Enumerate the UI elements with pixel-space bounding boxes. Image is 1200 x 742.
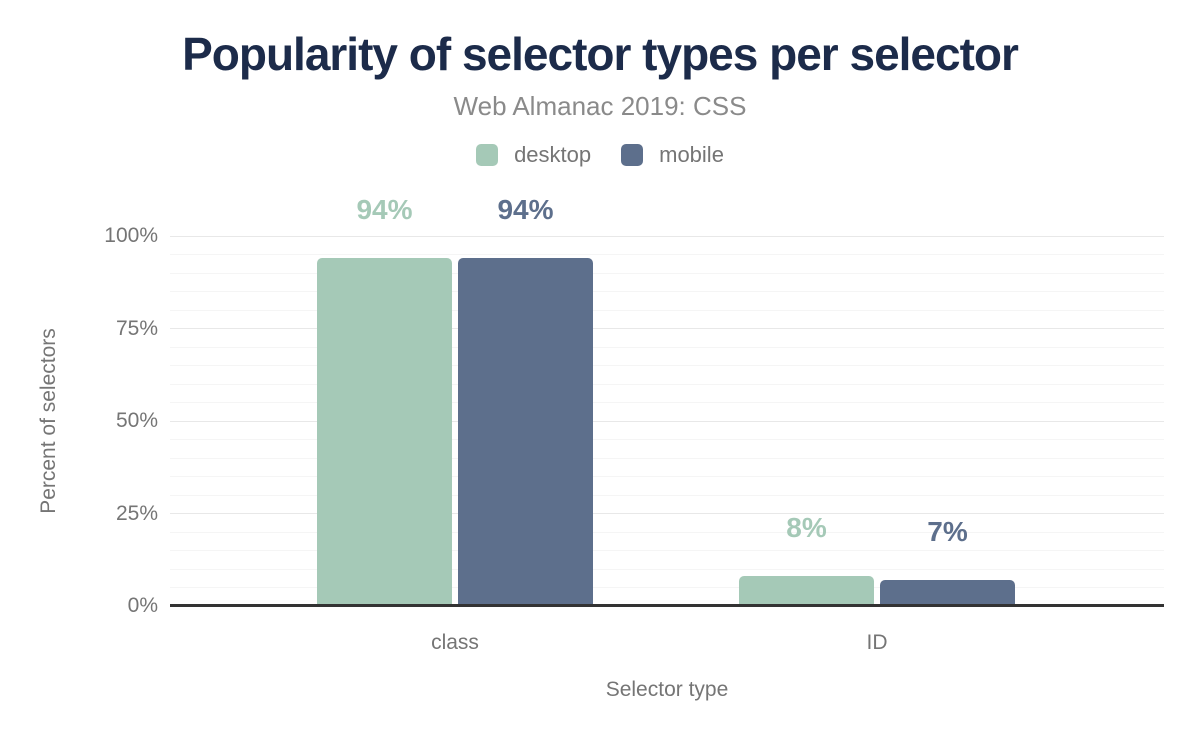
major-gridline (170, 420, 1164, 422)
minor-gridline (170, 402, 1164, 403)
bar-desktop-class[interactable] (317, 258, 452, 606)
chart-subtitle: Web Almanac 2019: CSS (453, 91, 747, 121)
x-axis-tick-labels: class ID (0, 630, 1200, 656)
y-tick-label: 100% (104, 224, 158, 247)
minor-gridline (170, 291, 1164, 292)
minor-gridline (170, 383, 1164, 385)
bar-value-label: 94% (356, 194, 413, 225)
y-tick-label: 25% (115, 501, 158, 525)
minor-gridline (170, 346, 1164, 348)
minor-gridline (170, 494, 1164, 496)
minor-gridline (170, 309, 1164, 311)
major-gridline (170, 513, 1164, 514)
y-tick-label: 50% (115, 409, 158, 432)
x-tick-label-ID: ID (866, 631, 888, 654)
y-tick-label: 75% (115, 316, 158, 340)
minor-gridline (170, 550, 1164, 551)
legend-label: mobile (659, 142, 724, 167)
x-tick-label-class: class (431, 631, 479, 654)
bar-desktop-ID[interactable] (739, 576, 874, 606)
minor-gridline (170, 272, 1164, 274)
minor-gridline (170, 365, 1164, 366)
bar-value-label: 8% (786, 512, 827, 543)
bar-mobile-class[interactable] (458, 258, 593, 606)
legend-item-desktop[interactable]: desktop (476, 143, 591, 167)
minor-gridline (170, 476, 1164, 477)
major-gridline (170, 235, 1164, 237)
major-gridline (170, 328, 1164, 329)
minor-gridline (170, 568, 1164, 570)
minor-gridline (170, 457, 1164, 459)
minor-gridline (170, 254, 1164, 255)
minor-gridline (170, 587, 1164, 588)
legend-swatch-icon (476, 144, 499, 166)
y-axis-tick-labels: 0% 25% 50% 75% 100% (0, 224, 158, 617)
legend-label: desktop (514, 142, 592, 167)
chart-title: Popularity of selector types per selecto… (182, 28, 1019, 80)
plot-area: 94% 8% 94% 7% (170, 195, 1164, 607)
x-axis-line (170, 604, 1164, 607)
bar-value-label: 7% (927, 516, 968, 547)
minor-gridline (170, 439, 1164, 440)
minor-gridline (170, 531, 1164, 533)
legend-item-mobile[interactable]: mobile (621, 143, 724, 167)
legend-swatch-icon (621, 144, 644, 166)
bar-mobile-ID[interactable] (880, 580, 1015, 606)
x-axis-title: Selector type (605, 678, 729, 701)
legend: desktop mobile (0, 143, 1200, 167)
y-tick-label: 0% (127, 594, 158, 617)
bar-value-label: 94% (497, 194, 554, 225)
